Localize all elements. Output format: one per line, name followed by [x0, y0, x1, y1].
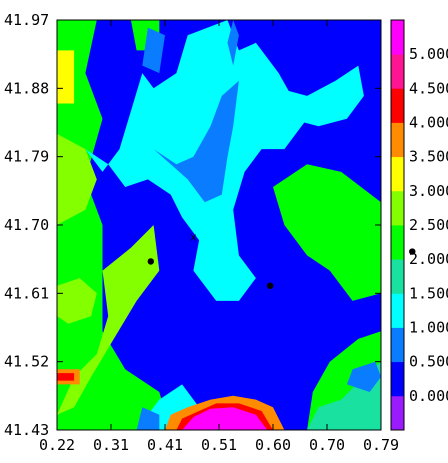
colorbar-label: 3.500 — [409, 148, 448, 166]
y-tick-label: 41.79 — [4, 148, 49, 166]
colorbar-label: 1.500 — [409, 284, 448, 302]
contour-region-16 — [278, 65, 364, 127]
x-axis: 0.22 0.31 0.41 0.51 0.60 0.70 0.79 — [39, 20, 399, 454]
x-tick-label: 0.22 — [39, 436, 75, 454]
marker-x: x — [190, 230, 197, 243]
contour-region-1 — [57, 20, 171, 430]
marker-dot-1 — [147, 258, 154, 265]
colorbar-label: 0.500 — [409, 353, 448, 371]
colorbar-swatch — [391, 293, 404, 328]
colorbar-label: 0.000 — [409, 387, 448, 405]
colorbar-label: 4.500 — [409, 79, 448, 97]
contour-region-23 — [57, 373, 75, 381]
x-tick-label: 0.79 — [363, 436, 399, 454]
contour-region-4 — [57, 50, 75, 104]
contour-regions — [57, 20, 381, 430]
colorbar-label: 1.000 — [409, 319, 448, 337]
colorbar-swatch — [391, 122, 404, 158]
colorbar-label: 3.000 — [409, 182, 448, 200]
colorbar-swatch — [391, 361, 404, 397]
colorbar-swatch — [391, 327, 404, 363]
contour-region-11 — [136, 407, 160, 430]
colorbar-swatch — [391, 190, 404, 226]
y-tick-label: 41.88 — [4, 79, 49, 97]
colorbar-label: 2.000 — [409, 250, 448, 268]
colorbar-swatch — [391, 54, 404, 89]
x-tick-label: 0.31 — [93, 436, 129, 454]
contour-region-17 — [153, 80, 239, 203]
contour-region-5 — [273, 164, 381, 301]
colorbar-label: 2.500 — [409, 216, 448, 234]
y-axis: 41.43 41.52 41.61 41.70 41.79 41.88 41.97 — [4, 11, 381, 439]
y-tick-label: 41.97 — [4, 11, 49, 29]
marker-dot-2 — [266, 282, 274, 289]
x-tick-label: 0.51 — [201, 436, 237, 454]
x-tick-label: 0.60 — [255, 436, 291, 454]
colorbar-swatch — [391, 259, 404, 294]
contour-region-21 — [182, 407, 268, 430]
marker-dot-3 — [409, 248, 416, 255]
colorbar-label: 4.000 — [409, 114, 448, 132]
colorbar-swatch — [391, 395, 404, 431]
y-tick-label: 41.70 — [4, 216, 49, 234]
y-tick-label: 41.52 — [4, 353, 49, 371]
colorbar-swatch — [391, 156, 404, 192]
colorbar-frame — [390, 19, 405, 431]
y-tick-label: 41.61 — [4, 284, 49, 302]
colorbar: 0.000 0.500 1.000 1.500 2.000 2.500 3.000 3.500… — [390, 19, 448, 431]
x-tick-label: 0.41 — [147, 436, 183, 454]
contour-region-14 — [346, 361, 381, 392]
colorbar-swatch — [391, 225, 404, 260]
colorbar-label: 5.000 — [409, 45, 448, 63]
contour-region-2 — [57, 225, 160, 415]
colorbar-swatch — [391, 88, 404, 123]
contour-region-6 — [57, 278, 97, 324]
y-tick-label: 41.43 — [4, 421, 49, 439]
contour-region-18 — [227, 20, 239, 66]
x-tick-label: 0.70 — [309, 436, 345, 454]
plot-markers: x — [147, 230, 416, 289]
contour-region-12 — [142, 27, 165, 74]
colorbar-swatch — [391, 20, 404, 55]
contour-region-3 — [57, 133, 97, 225]
